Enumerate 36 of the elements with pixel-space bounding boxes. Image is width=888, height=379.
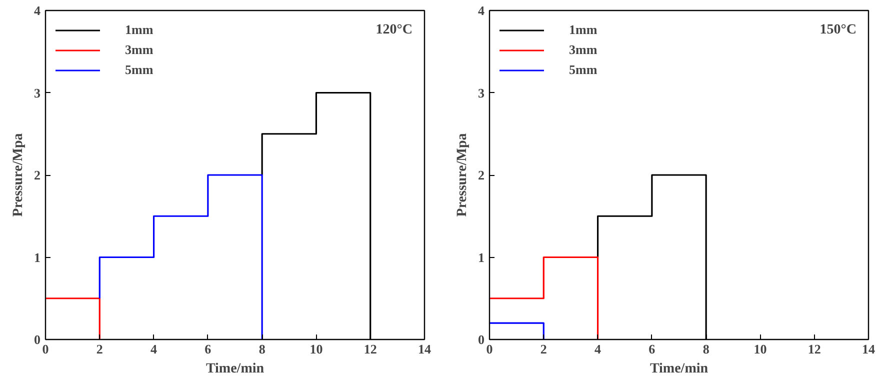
- x-tick-label: 6: [648, 342, 656, 356]
- x-tick-label: 2: [96, 342, 103, 356]
- y-tick-label: 3: [34, 85, 41, 100]
- legend-label: 3mm: [125, 42, 154, 58]
- y-axis-title: Pressure/Mpa: [11, 133, 26, 217]
- x-tick-label: 12: [808, 342, 821, 356]
- x-tick-label: 8: [702, 342, 710, 356]
- legend-label: 5mm: [125, 62, 154, 78]
- legend-label: 5mm: [569, 62, 598, 78]
- y-axis-title: Pressure/Mpa: [455, 133, 470, 217]
- x-tick-label: 14: [862, 342, 876, 356]
- legend-label: 1mm: [569, 22, 598, 38]
- x-axis-title: Time/min: [206, 362, 264, 376]
- y-tick-label: 1: [34, 250, 40, 265]
- legend-label: 3mm: [569, 42, 598, 58]
- x-tick-label: 6: [204, 342, 212, 356]
- x-tick-label: 12: [364, 342, 377, 356]
- x-axis-title: Time/min: [650, 362, 708, 376]
- x-tick-label: 2: [540, 342, 547, 356]
- y-tick-label: 3: [478, 85, 485, 100]
- y-tick-label: 4: [34, 3, 41, 18]
- y-tick-label: 2: [478, 168, 484, 182]
- y-tick-label: 1: [478, 250, 484, 265]
- y-tick-label: 0: [34, 332, 40, 347]
- annotation: 150°C: [820, 22, 857, 38]
- x-tick-label: 8: [258, 342, 266, 356]
- y-tick-label: 0: [478, 332, 484, 347]
- legend-label: 1mm: [125, 22, 154, 38]
- x-tick-label: 14: [418, 342, 432, 356]
- annotation: 120°C: [376, 22, 413, 38]
- y-tick-label: 4: [478, 3, 485, 18]
- x-tick-label: 4: [150, 342, 158, 356]
- x-tick-label: 4: [594, 342, 602, 356]
- x-tick-label: 10: [310, 342, 323, 356]
- y-tick-label: 2: [34, 168, 40, 182]
- x-tick-label: 10: [754, 342, 767, 356]
